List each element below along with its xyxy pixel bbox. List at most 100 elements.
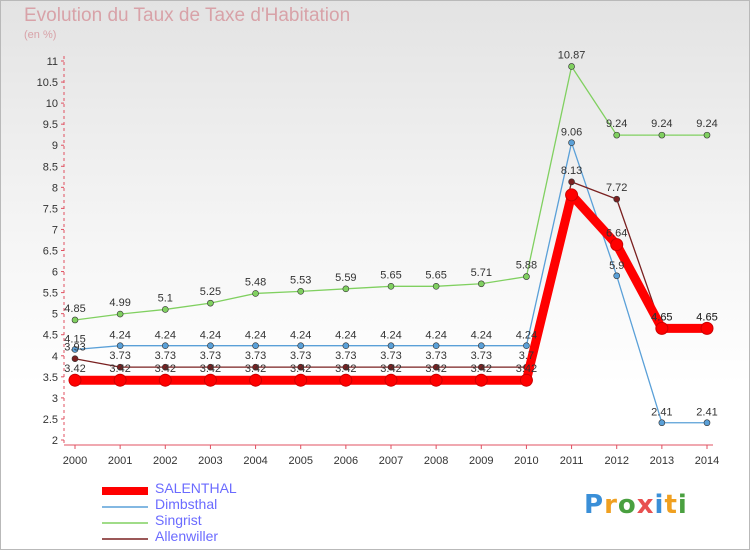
data-label: 4.65 (696, 311, 717, 323)
data-label: 3.42 (335, 363, 356, 375)
data-label: 3.73 (200, 350, 221, 362)
data-point (568, 178, 575, 186)
data-point (432, 282, 440, 290)
y-tick-label: 7 (52, 224, 58, 236)
data-point (432, 363, 440, 371)
data-label: 3.73 (425, 350, 446, 362)
data-label: 3.73 (109, 350, 130, 362)
data-label: 2.41 (651, 407, 672, 419)
data-label: 4.24 (425, 330, 446, 342)
legend-swatch-salenthal (102, 487, 148, 495)
y-tick-label: 10 (46, 98, 58, 110)
data-label: 3.73 (335, 350, 356, 362)
data-point (161, 342, 169, 349)
y-tick-label: 2.5 (43, 414, 58, 426)
data-label: 4.24 (109, 330, 130, 342)
data-point (297, 288, 305, 295)
legend-label-allenwiller: Allenwiller (155, 528, 219, 544)
data-point (207, 342, 214, 349)
data-label: 5.25 (200, 286, 221, 298)
data-point (294, 373, 308, 387)
data-label: 3.73 (380, 350, 401, 362)
x-tick-label: 2005 (288, 455, 312, 467)
x-tick-label: 2011 (560, 455, 584, 467)
data-point (655, 321, 669, 335)
y-tick-label: 7.5 (43, 203, 58, 215)
data-label: 4.24 (335, 330, 356, 342)
logo-letter: i (654, 490, 665, 520)
data-label: 5.1 (158, 292, 173, 304)
x-tick-label: 2006 (334, 455, 358, 467)
data-point (116, 363, 124, 371)
data-label: 4.65 (651, 311, 672, 323)
data-point (342, 363, 350, 371)
data-label: 5.48 (245, 276, 266, 288)
data-label: 3.42 (245, 363, 266, 375)
data-label: 4.24 (516, 330, 537, 342)
chart-title: Evolution du Taux de Taxe d'Habitation (24, 5, 351, 26)
data-label: 5.53 (290, 274, 311, 286)
data-point (523, 342, 530, 349)
x-tick-label: 2014 (695, 455, 719, 467)
data-label: 5.65 (380, 269, 401, 281)
data-point (613, 195, 621, 203)
data-point (613, 272, 621, 280)
data-label: 3.73 (155, 350, 176, 362)
data-label: 10.87 (558, 49, 586, 61)
data-point (477, 342, 485, 349)
data-label: 3.42 (471, 363, 492, 375)
data-label: 9.24 (696, 118, 717, 130)
y-tick-label: 3 (52, 393, 58, 405)
data-point (252, 363, 259, 371)
data-label: 3.42 (380, 363, 401, 375)
x-tick-label: 2003 (198, 455, 222, 467)
logo-letter: i (677, 490, 688, 520)
data-label: 2.41 (696, 407, 717, 419)
y-tick-label: 8.5 (43, 161, 58, 173)
data-point (519, 373, 533, 387)
data-point (477, 280, 485, 288)
data-label: 4.24 (380, 330, 401, 342)
data-label: 4.15 (64, 333, 85, 345)
y-tick-label: 2 (52, 435, 58, 447)
data-point (116, 342, 124, 349)
data-label: 3.42 (64, 363, 85, 375)
data-point (158, 373, 172, 387)
legend-swatch-singrist (102, 522, 148, 524)
legend-label-dimbsthal: Dimbsthal (155, 496, 218, 512)
data-point (429, 373, 443, 387)
y-tick-label: 6.5 (43, 246, 58, 258)
data-point (523, 273, 530, 280)
data-point (342, 285, 350, 293)
data-label: 5.9 (609, 260, 624, 272)
data-label: 4.24 (290, 330, 311, 342)
data-label: 4.24 (155, 330, 176, 342)
logo-letter: t (664, 490, 678, 520)
data-label: 3.42 (516, 363, 537, 375)
data-label: 3.42 (109, 363, 130, 375)
data-point (207, 299, 214, 307)
x-tick-label: 2001 (108, 455, 132, 467)
data-label: 3.73 (245, 350, 266, 362)
data-point (474, 373, 488, 387)
x-tick-label: 2000 (63, 455, 87, 467)
data-point (387, 363, 395, 371)
data-label: 8.13 (561, 165, 582, 177)
y-tick-label: 3.5 (43, 372, 58, 384)
data-point (658, 419, 666, 427)
data-point (339, 373, 353, 387)
x-tick-label: 2004 (243, 455, 267, 467)
x-tick-label: 2002 (153, 455, 177, 467)
data-point (613, 131, 621, 139)
data-label: 7.72 (606, 182, 627, 194)
data-point (297, 363, 305, 371)
data-label: 3.93 (64, 342, 85, 354)
data-point (71, 316, 79, 324)
data-point (342, 342, 350, 349)
data-point (387, 282, 395, 290)
data-point (432, 342, 440, 349)
y-tick-label: 9.5 (43, 119, 58, 131)
data-point (568, 139, 575, 146)
data-label: 9.24 (606, 118, 627, 130)
